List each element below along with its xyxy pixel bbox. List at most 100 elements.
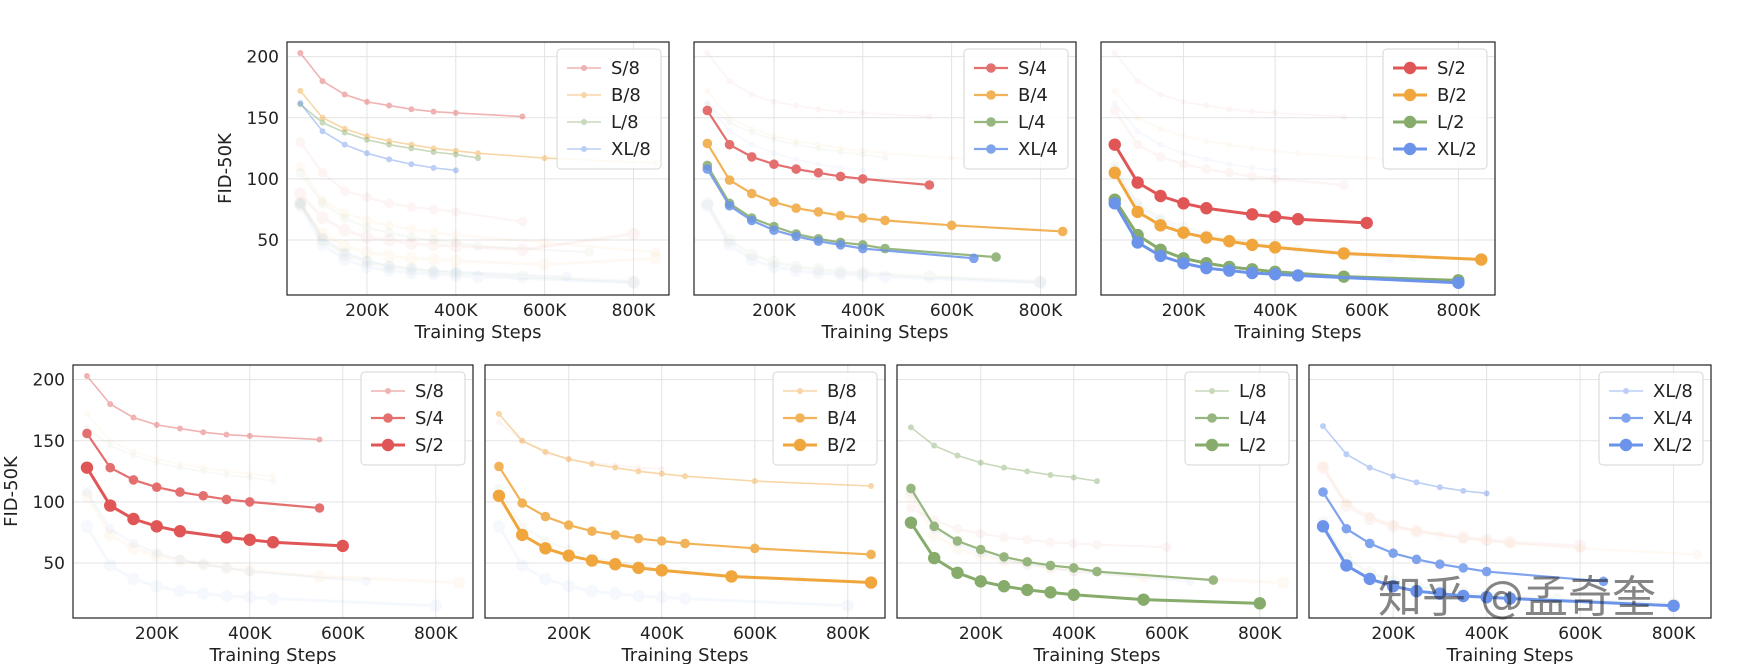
chart-panel-1: 200K 400K 600K 800K 50 100 150 200 Training Step… xyxy=(215,41,670,343)
data-point xyxy=(977,459,984,466)
data-point xyxy=(1223,264,1236,277)
data-point xyxy=(1411,554,1422,565)
series-line xyxy=(1321,466,1581,548)
legend-label: XL/8 xyxy=(611,139,651,160)
background-series xyxy=(294,137,662,289)
legend-label: B/4 xyxy=(1018,85,1048,106)
faded-series xyxy=(1111,50,1347,120)
data-point xyxy=(450,230,461,240)
data-point xyxy=(1132,139,1143,150)
y-tick-label: 150 xyxy=(33,432,65,452)
legend-marker xyxy=(795,413,805,423)
data-point xyxy=(878,270,892,283)
data-point xyxy=(813,236,824,247)
x-axis-label: Training Steps xyxy=(620,645,748,664)
data-point xyxy=(494,461,504,472)
data-point xyxy=(1457,589,1470,603)
data-point xyxy=(1291,269,1305,282)
series-line xyxy=(299,52,523,118)
data-point xyxy=(1022,534,1033,545)
legend-entry xyxy=(783,413,817,423)
data-point xyxy=(1108,138,1121,151)
data-point xyxy=(539,542,552,555)
data-point xyxy=(244,566,255,577)
series-line xyxy=(1113,198,1459,282)
data-point xyxy=(150,520,163,533)
series-line xyxy=(86,491,367,583)
data-point xyxy=(128,538,139,549)
data-point xyxy=(1270,174,1280,184)
series-line xyxy=(299,202,634,284)
data-point xyxy=(1340,559,1353,572)
data-point xyxy=(1366,464,1373,471)
data-point xyxy=(749,543,760,554)
legend-marker xyxy=(1205,438,1219,452)
data-point xyxy=(793,156,800,163)
x-axis-label: Training Steps xyxy=(820,322,948,343)
data-point xyxy=(316,436,323,443)
data-point xyxy=(946,220,957,231)
data-point xyxy=(1253,597,1266,610)
data-point xyxy=(859,147,866,154)
data-point xyxy=(107,401,114,408)
data-point xyxy=(562,271,572,282)
data-point xyxy=(341,125,348,132)
data-point xyxy=(1200,261,1213,275)
data-point xyxy=(1268,210,1282,223)
data-point xyxy=(769,197,779,207)
watermark: 知乎 @孟奇奎 xyxy=(1378,572,1656,623)
data-point xyxy=(450,237,461,248)
x-tick-label: 400K xyxy=(228,624,272,644)
data-point xyxy=(339,186,350,196)
data-point xyxy=(793,102,800,109)
data-point xyxy=(565,456,572,463)
data-point xyxy=(519,437,526,444)
legend-marker xyxy=(793,438,807,452)
data-point xyxy=(153,456,160,463)
data-point xyxy=(859,167,866,174)
legend-entry xyxy=(567,65,601,71)
data-point xyxy=(173,554,187,567)
data-point xyxy=(969,253,979,264)
data-point xyxy=(1108,166,1121,179)
data-point xyxy=(428,265,439,276)
data-point xyxy=(449,239,462,253)
legend-label: S/8 xyxy=(611,58,640,79)
data-point xyxy=(791,164,801,174)
data-point xyxy=(542,450,549,456)
data-point xyxy=(856,269,869,282)
data-point xyxy=(658,465,665,472)
chart-panel-3: 200K 400K 600K 800K Training Steps S/2 B/2 L/2 X… xyxy=(1100,41,1496,343)
data-point xyxy=(295,161,306,172)
data-point xyxy=(770,98,777,105)
data-point xyxy=(362,192,372,203)
data-point xyxy=(1111,100,1118,107)
data-point xyxy=(492,520,506,533)
faded-series xyxy=(495,419,665,472)
chart-panel-4: 200K 400K 600K 800K 50 100 150 200 Training Step… xyxy=(1,364,474,664)
data-point xyxy=(1575,543,1585,554)
data-point xyxy=(317,196,328,206)
background-series xyxy=(80,410,466,612)
data-point xyxy=(588,459,595,466)
data-point xyxy=(1249,145,1256,152)
data-point xyxy=(612,462,619,469)
data-point xyxy=(313,570,326,583)
data-point xyxy=(316,238,329,252)
data-point xyxy=(339,208,350,218)
data-point xyxy=(1161,542,1172,552)
data-point xyxy=(562,549,575,562)
data-point xyxy=(1503,592,1517,605)
data-point xyxy=(815,106,822,113)
data-point xyxy=(1137,593,1150,606)
series-line xyxy=(909,521,1260,605)
data-point xyxy=(386,141,393,148)
data-point xyxy=(767,255,781,269)
data-point xyxy=(1200,202,1213,215)
data-point xyxy=(793,141,800,148)
data-point xyxy=(635,468,642,475)
legend-box xyxy=(556,48,662,170)
data-point xyxy=(295,198,306,209)
x-tick-label: 600K xyxy=(733,624,777,644)
data-point xyxy=(1452,276,1465,289)
